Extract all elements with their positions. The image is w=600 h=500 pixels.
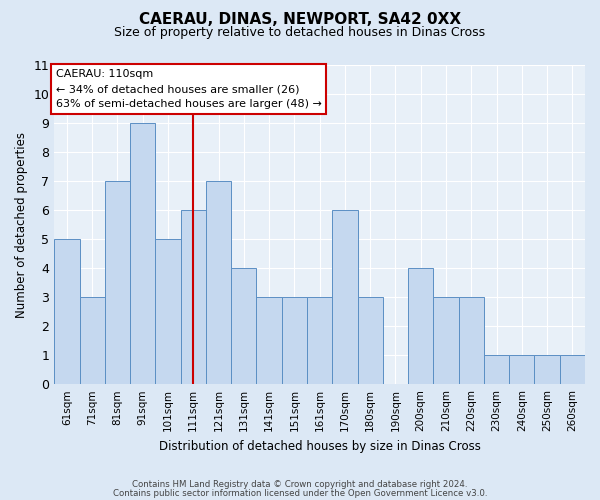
Bar xyxy=(458,297,484,384)
Text: Contains public sector information licensed under the Open Government Licence v3: Contains public sector information licen… xyxy=(113,488,487,498)
Text: CAERAU, DINAS, NEWPORT, SA42 0XX: CAERAU, DINAS, NEWPORT, SA42 0XX xyxy=(139,12,461,26)
Bar xyxy=(231,268,256,384)
Text: CAERAU: 110sqm
← 34% of detached houses are smaller (26)
63% of semi-detached ho: CAERAU: 110sqm ← 34% of detached houses … xyxy=(56,70,322,109)
Bar xyxy=(332,210,358,384)
Bar xyxy=(282,297,307,384)
X-axis label: Distribution of detached houses by size in Dinas Cross: Distribution of detached houses by size … xyxy=(159,440,481,452)
Bar xyxy=(484,355,509,384)
Bar xyxy=(130,123,155,384)
Bar xyxy=(54,239,80,384)
Bar xyxy=(80,297,105,384)
Bar xyxy=(206,181,231,384)
Bar xyxy=(105,181,130,384)
Bar xyxy=(560,355,585,384)
Bar xyxy=(358,297,383,384)
Bar xyxy=(256,297,282,384)
Bar xyxy=(509,355,535,384)
Y-axis label: Number of detached properties: Number of detached properties xyxy=(15,132,28,318)
Text: Size of property relative to detached houses in Dinas Cross: Size of property relative to detached ho… xyxy=(115,26,485,39)
Bar xyxy=(155,239,181,384)
Bar xyxy=(433,297,458,384)
Bar xyxy=(535,355,560,384)
Bar xyxy=(181,210,206,384)
Bar xyxy=(408,268,433,384)
Text: Contains HM Land Registry data © Crown copyright and database right 2024.: Contains HM Land Registry data © Crown c… xyxy=(132,480,468,489)
Bar xyxy=(307,297,332,384)
